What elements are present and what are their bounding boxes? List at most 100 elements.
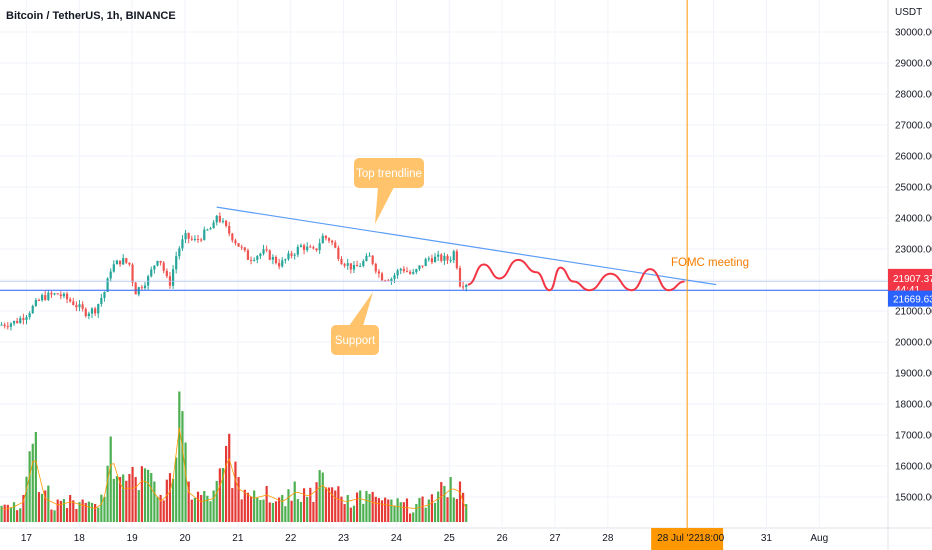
candle-body xyxy=(458,268,462,287)
candle-body xyxy=(106,278,109,292)
candle-body xyxy=(268,250,271,260)
price-tick-label: 20000.00 xyxy=(895,338,932,349)
volume-bar xyxy=(262,499,265,522)
candle-body xyxy=(134,282,137,295)
candle-body xyxy=(94,308,97,314)
countdown-text: 44:41 xyxy=(895,285,920,296)
volume-bar xyxy=(25,476,28,522)
volume-bar xyxy=(380,500,384,522)
volume-bar xyxy=(34,432,37,522)
candle-body xyxy=(200,239,203,241)
candle-body xyxy=(181,239,184,249)
volume-bar xyxy=(50,509,53,522)
volume-bar xyxy=(412,512,415,522)
candle-body xyxy=(209,228,212,230)
volume-bar xyxy=(125,480,128,522)
candle-body xyxy=(321,235,324,244)
volume-bar xyxy=(427,499,430,522)
support-label: Support xyxy=(335,335,376,347)
volume-bar xyxy=(249,496,253,522)
volume-bar xyxy=(296,499,299,522)
price-tick-label: 21000.00 xyxy=(895,307,932,318)
volume-bar xyxy=(452,497,455,522)
candle-body xyxy=(243,247,246,251)
candle-body xyxy=(131,264,134,283)
candle-body xyxy=(37,300,41,302)
candle-body xyxy=(302,245,306,251)
candle-body xyxy=(150,269,153,277)
volume-bar xyxy=(390,499,393,522)
price-tick-label: 17000.00 xyxy=(895,431,932,442)
time-tick-label: 31 xyxy=(761,533,773,544)
price-tick-label: 23000.00 xyxy=(895,245,932,256)
candle-body xyxy=(306,246,309,251)
candle-body xyxy=(212,222,215,229)
price-tick-label: 30000.00 xyxy=(895,28,932,39)
volume-bar xyxy=(302,488,306,522)
candle-body xyxy=(90,308,94,314)
volume-bar xyxy=(112,478,115,522)
candle-body xyxy=(140,287,143,289)
candle-body xyxy=(368,255,371,257)
candle-body xyxy=(78,304,81,308)
volume-bar xyxy=(181,411,184,522)
volume-bar xyxy=(78,502,81,522)
candle-body xyxy=(331,240,334,243)
volume-bar xyxy=(405,498,409,522)
candle-body xyxy=(237,243,240,247)
support-callout[interactable]: Support xyxy=(331,292,379,355)
candle-body xyxy=(427,258,430,260)
candle-body xyxy=(228,225,231,234)
candle-body xyxy=(362,260,365,266)
symbol-title[interactable]: Bitcoin / TetherUS, 1h, BINANCE xyxy=(6,10,176,22)
time-tick-label: 19 xyxy=(127,533,139,544)
volume-bar xyxy=(6,504,9,522)
candle-body xyxy=(115,260,119,265)
time-axis[interactable]: 1718192021222324252627283031Aug28 Jul '2… xyxy=(21,528,828,550)
candle-body xyxy=(3,324,6,327)
volume-bar xyxy=(243,489,246,522)
time-tick-label: 26 xyxy=(497,533,509,544)
candle-body xyxy=(234,240,237,244)
volume-bar xyxy=(140,466,143,522)
volume-bar xyxy=(337,486,340,522)
price-axis[interactable]: USDT 30000.00 29000.00 28000.00 27000.00 260… xyxy=(895,7,932,504)
fomc-meeting-label[interactable]: FOMC meeting xyxy=(671,257,749,269)
candle-body xyxy=(281,260,284,267)
volume-bar xyxy=(165,479,168,522)
volume-bar xyxy=(221,468,225,522)
candle-body xyxy=(87,313,90,317)
top-trendline-callout[interactable]: Top trendline xyxy=(354,158,424,224)
candle-body xyxy=(190,238,193,240)
volume-bar xyxy=(12,502,16,522)
candle-body xyxy=(262,249,265,254)
volume-bar xyxy=(256,497,259,522)
volume-bar xyxy=(462,492,465,522)
candle-body xyxy=(346,263,349,266)
candle-body xyxy=(103,291,106,298)
hover-time-text: 18:00 xyxy=(699,533,724,544)
support-price-text: 21669.63 xyxy=(893,295,932,306)
time-tick-label: 24 xyxy=(391,533,403,544)
volume-bar xyxy=(56,499,59,522)
time-tick-label: 25 xyxy=(444,533,456,544)
candle-body xyxy=(390,278,393,282)
candle-body xyxy=(312,247,315,249)
time-tick-label: 23 xyxy=(338,533,350,544)
volume-bar xyxy=(396,498,399,522)
volume-bar xyxy=(84,502,87,522)
time-tick-label: 18 xyxy=(74,533,86,544)
volume-bar xyxy=(437,491,440,522)
volume-bar xyxy=(200,495,203,522)
candle-body xyxy=(231,233,234,241)
volume-bar xyxy=(115,476,119,522)
volume-bar xyxy=(143,468,147,522)
volume-bar xyxy=(94,504,97,522)
candle-body xyxy=(334,242,337,248)
candle-body xyxy=(47,292,50,300)
volume-bar xyxy=(309,487,312,522)
volume-bar xyxy=(224,445,228,522)
volume-bar xyxy=(443,486,446,522)
volume-bar xyxy=(399,502,402,522)
